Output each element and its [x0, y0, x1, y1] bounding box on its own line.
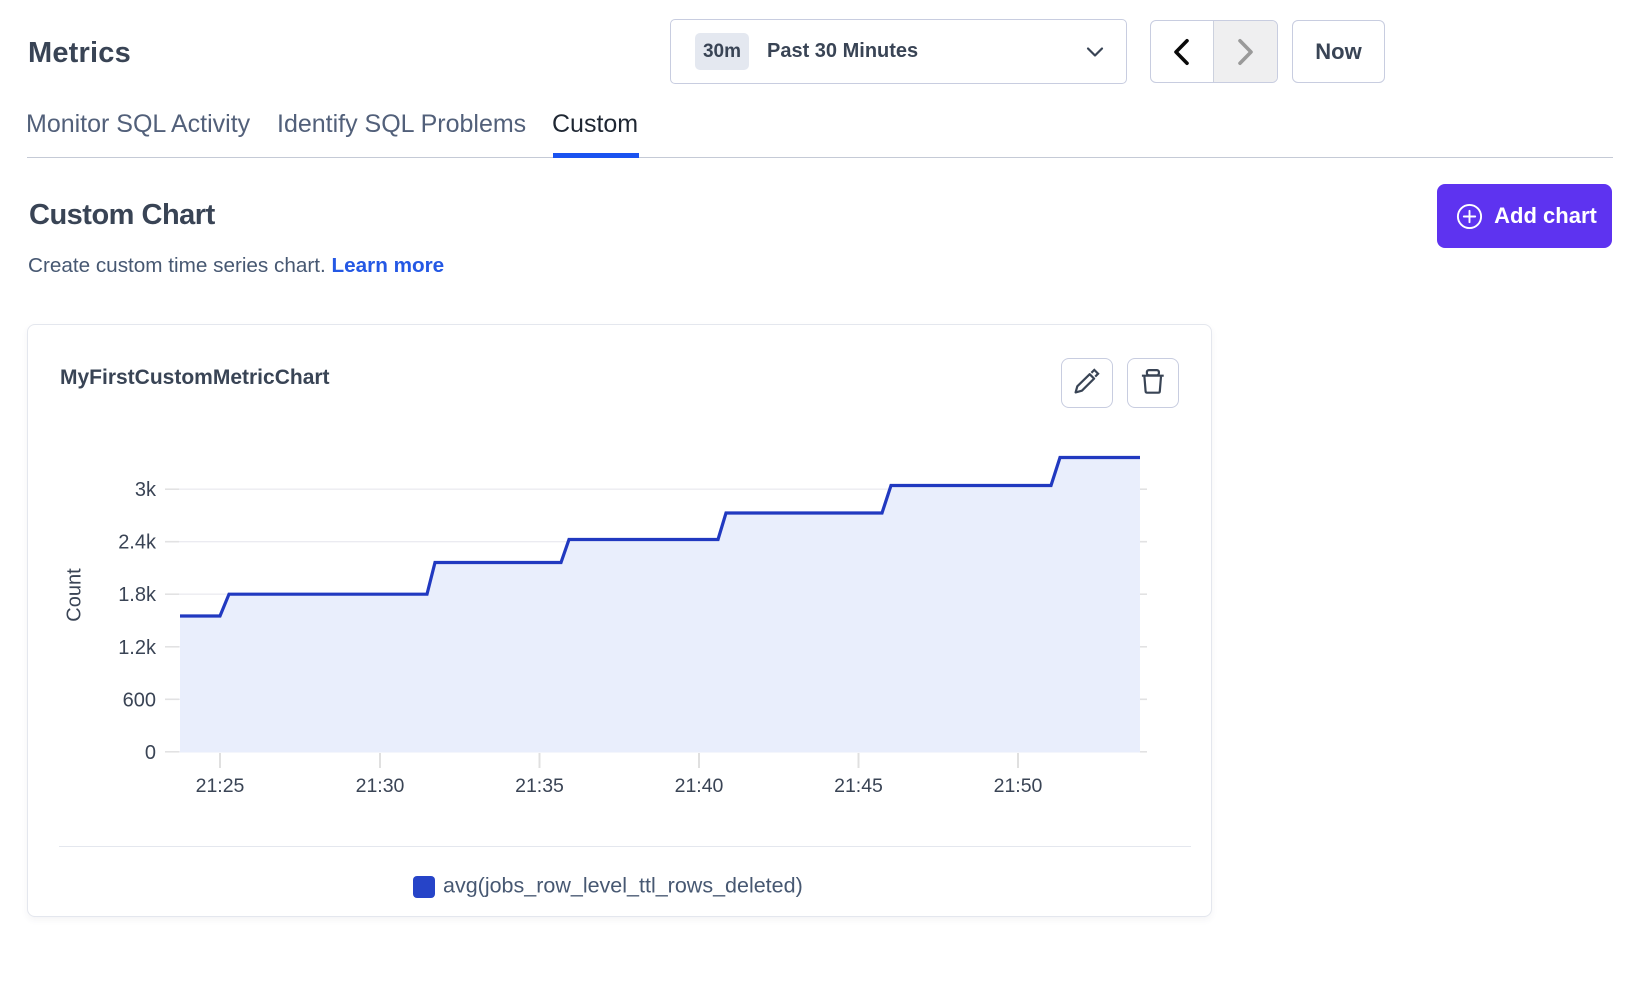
- svg-text:3k: 3k: [135, 479, 157, 501]
- svg-text:21:45: 21:45: [834, 775, 883, 797]
- svg-text:21:50: 21:50: [994, 775, 1043, 797]
- svg-text:2.4k: 2.4k: [118, 532, 157, 554]
- svg-text:1.8k: 1.8k: [118, 584, 157, 606]
- svg-text:avg(jobs_row_level_ttl_rows_de: avg(jobs_row_level_ttl_rows_deleted): [443, 874, 803, 898]
- svg-text:21:40: 21:40: [675, 775, 724, 797]
- svg-text:1.2k: 1.2k: [118, 637, 157, 659]
- svg-text:21:35: 21:35: [515, 775, 564, 797]
- svg-text:0: 0: [145, 742, 156, 764]
- svg-text:21:25: 21:25: [196, 775, 245, 797]
- svg-text:Count: Count: [64, 568, 86, 622]
- svg-text:600: 600: [123, 689, 156, 711]
- svg-text:21:30: 21:30: [356, 775, 405, 797]
